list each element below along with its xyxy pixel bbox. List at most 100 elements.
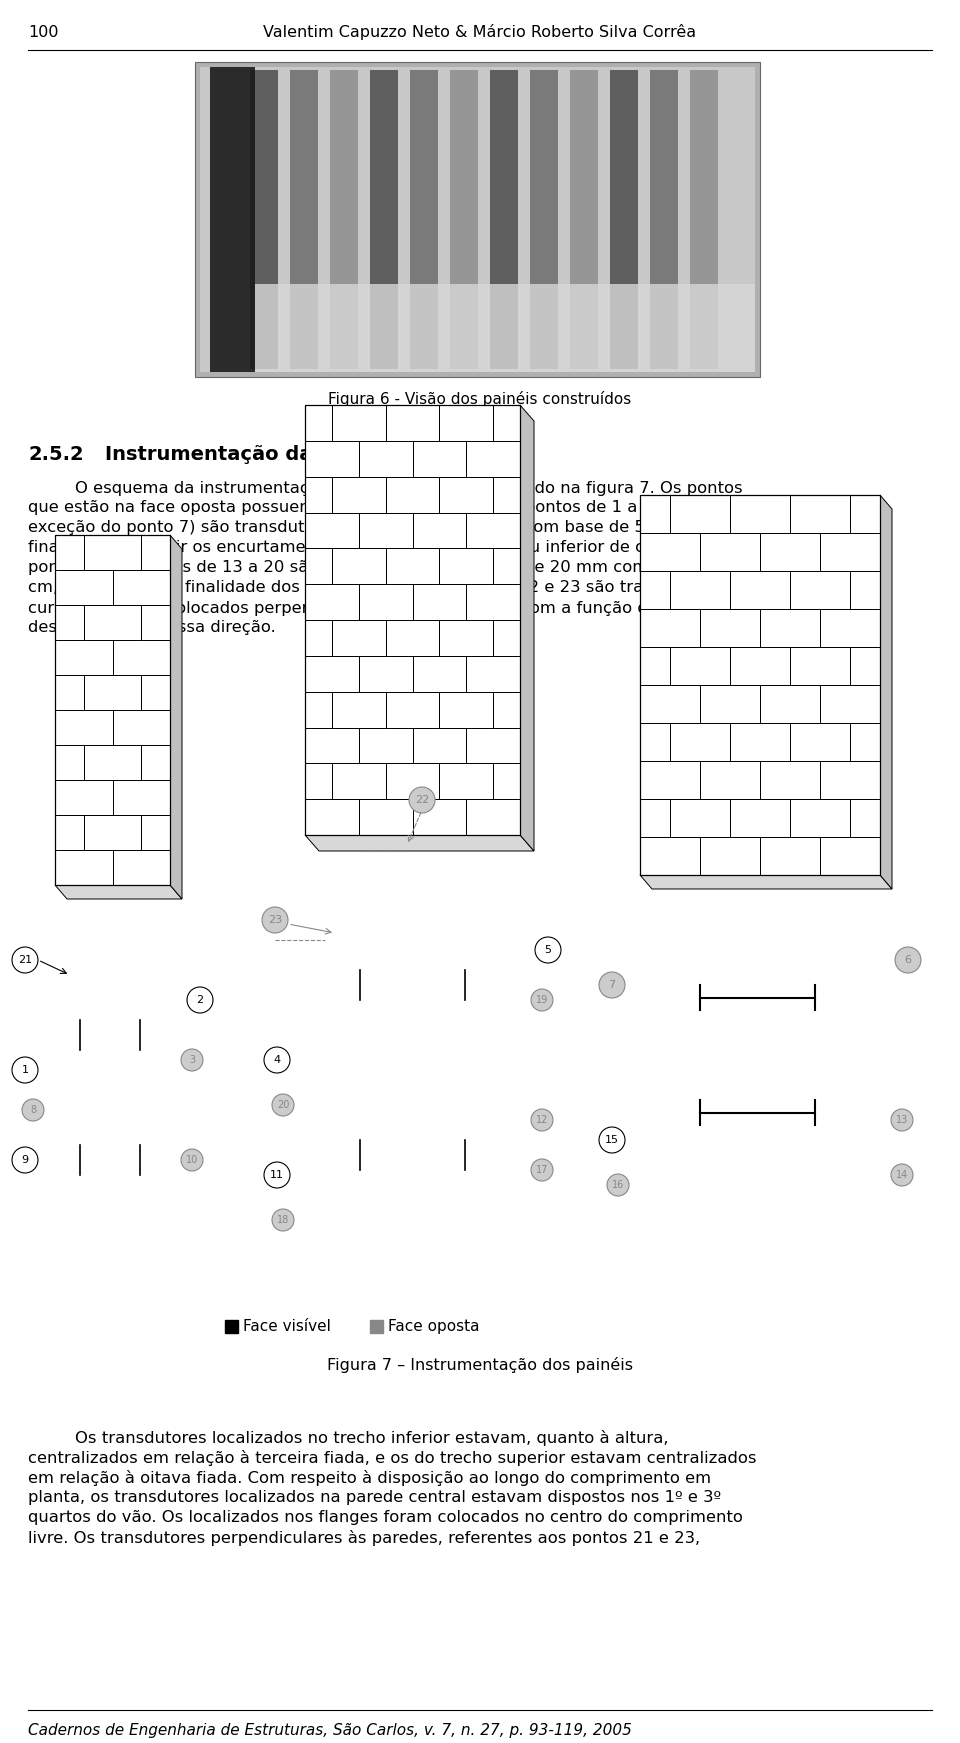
Bar xyxy=(359,512,413,549)
Bar xyxy=(467,727,520,763)
Bar xyxy=(760,685,820,723)
Text: Valentim Capuzzo Neto & Márcio Roberto Silva Corrêa: Valentim Capuzzo Neto & Márcio Roberto S… xyxy=(263,24,697,40)
Bar xyxy=(112,709,170,744)
Text: 20: 20 xyxy=(276,1100,289,1110)
Bar xyxy=(670,572,730,608)
Bar xyxy=(610,70,638,370)
Bar xyxy=(650,70,678,370)
Bar xyxy=(112,640,170,675)
Circle shape xyxy=(409,788,435,812)
Circle shape xyxy=(12,946,38,973)
Bar xyxy=(55,535,170,885)
Bar xyxy=(640,533,700,572)
Text: Face visível: Face visível xyxy=(243,1319,331,1333)
Bar xyxy=(386,621,440,655)
Text: 21: 21 xyxy=(18,955,32,966)
Bar xyxy=(55,709,112,744)
Bar xyxy=(386,549,440,584)
Text: 14: 14 xyxy=(896,1170,908,1180)
Text: 16: 16 xyxy=(612,1180,624,1190)
Bar xyxy=(195,63,760,376)
Circle shape xyxy=(599,973,625,999)
Bar xyxy=(820,608,880,647)
Bar xyxy=(330,70,358,370)
Bar xyxy=(305,692,332,727)
Bar xyxy=(413,800,467,835)
Bar xyxy=(530,70,558,370)
Bar xyxy=(200,66,755,371)
Text: 7: 7 xyxy=(609,980,615,990)
Text: Face oposta: Face oposta xyxy=(388,1319,479,1333)
Text: 8: 8 xyxy=(30,1105,36,1116)
Bar xyxy=(84,675,141,709)
Bar xyxy=(760,762,820,798)
Circle shape xyxy=(181,1149,203,1171)
Bar xyxy=(386,476,440,512)
Bar xyxy=(55,816,84,851)
Bar xyxy=(760,533,820,572)
Bar xyxy=(670,647,730,685)
Bar xyxy=(790,572,850,608)
Circle shape xyxy=(187,987,213,1013)
Bar xyxy=(493,404,520,441)
Text: que estão na face oposta possuem a mesma disposição. Os pontos de 1 a 12 (com: que estão na face oposta possuem a mesma… xyxy=(28,500,710,514)
Text: Os transdutores localizados no trecho inferior estavam, quanto à altura,: Os transdutores localizados no trecho in… xyxy=(75,1429,668,1447)
Bar xyxy=(467,800,520,835)
Bar xyxy=(790,798,850,837)
Bar xyxy=(450,70,478,370)
Text: deslocamentos nessa direção.: deslocamentos nessa direção. xyxy=(28,621,276,634)
Bar xyxy=(332,476,386,512)
Bar xyxy=(305,441,359,476)
Text: curso de 50 mm colocados perpendicularmente às paredes com a função de medir os: curso de 50 mm colocados perpendicularme… xyxy=(28,600,734,615)
Circle shape xyxy=(599,1128,625,1154)
Bar xyxy=(112,570,170,605)
Bar xyxy=(55,675,84,709)
Bar xyxy=(640,762,700,798)
Bar xyxy=(760,608,820,647)
Circle shape xyxy=(535,938,561,962)
Bar xyxy=(670,723,730,762)
Bar xyxy=(305,655,359,692)
Text: 4: 4 xyxy=(274,1055,280,1065)
Circle shape xyxy=(264,1048,290,1074)
Bar xyxy=(640,495,670,533)
Circle shape xyxy=(895,946,921,973)
Polygon shape xyxy=(880,495,892,889)
Bar xyxy=(730,647,790,685)
Bar xyxy=(850,723,880,762)
Bar xyxy=(255,284,755,371)
Bar xyxy=(55,535,84,570)
Bar xyxy=(386,763,440,800)
Bar xyxy=(413,584,467,621)
Bar xyxy=(55,570,112,605)
Text: 100: 100 xyxy=(28,24,59,40)
Text: 22: 22 xyxy=(415,795,429,805)
Bar xyxy=(640,608,700,647)
Bar xyxy=(359,800,413,835)
Bar xyxy=(332,763,386,800)
Bar xyxy=(370,1319,383,1333)
Bar xyxy=(305,404,520,835)
Bar xyxy=(760,837,820,875)
Bar xyxy=(55,781,112,816)
Text: 10: 10 xyxy=(186,1156,198,1164)
Bar xyxy=(413,512,467,549)
Text: 11: 11 xyxy=(270,1170,284,1180)
Text: 15: 15 xyxy=(605,1135,619,1145)
Bar xyxy=(112,781,170,816)
Bar xyxy=(413,727,467,763)
Text: cm, com a mesma finalidade dos anteriores. Os pontos 21, 22 e 23 são transdutore: cm, com a mesma finalidade dos anteriore… xyxy=(28,580,765,594)
Circle shape xyxy=(891,1109,913,1131)
Bar xyxy=(640,572,670,608)
Bar xyxy=(55,851,112,885)
Bar xyxy=(850,647,880,685)
Bar xyxy=(305,727,359,763)
Polygon shape xyxy=(55,885,182,899)
Bar xyxy=(640,723,670,762)
Bar xyxy=(386,692,440,727)
Text: 12: 12 xyxy=(536,1116,548,1124)
Bar xyxy=(467,512,520,549)
Circle shape xyxy=(22,1100,44,1121)
Bar xyxy=(700,533,760,572)
Polygon shape xyxy=(640,875,892,889)
